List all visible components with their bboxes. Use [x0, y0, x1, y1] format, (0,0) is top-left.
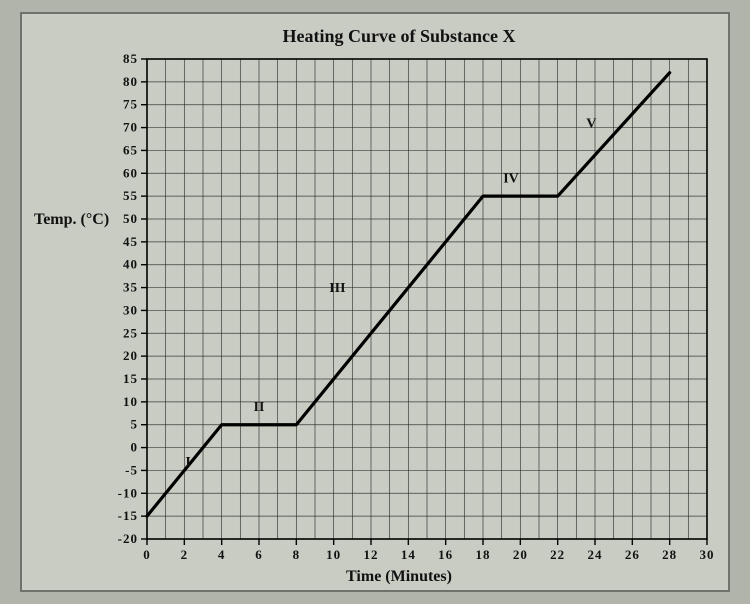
svg-text:20: 20 — [513, 547, 528, 562]
svg-text:30: 30 — [700, 547, 715, 562]
svg-text:III: III — [329, 281, 345, 296]
svg-text:0: 0 — [131, 440, 139, 455]
svg-text:70: 70 — [123, 120, 138, 135]
svg-text:10: 10 — [123, 394, 138, 409]
svg-text:30: 30 — [123, 302, 138, 317]
svg-text:5: 5 — [131, 417, 139, 432]
chart-paper: -20-15-10-505101520253035404550556065707… — [20, 12, 730, 592]
svg-text:Temp. (°C): Temp. (°C) — [34, 211, 109, 228]
svg-text:2: 2 — [181, 547, 189, 562]
svg-text:65: 65 — [123, 142, 138, 157]
svg-text:45: 45 — [123, 234, 138, 249]
svg-text:40: 40 — [123, 257, 138, 272]
svg-text:Time (Minutes): Time (Minutes) — [346, 568, 452, 585]
svg-text:-15: -15 — [118, 508, 138, 523]
svg-text:28: 28 — [662, 547, 677, 562]
svg-text:II: II — [254, 400, 265, 415]
heating-curve-chart: -20-15-10-505101520253035404550556065707… — [22, 14, 728, 590]
svg-text:0: 0 — [143, 547, 151, 562]
svg-text:V: V — [586, 117, 596, 132]
svg-text:24: 24 — [588, 547, 603, 562]
svg-text:-5: -5 — [125, 462, 138, 477]
svg-text:20: 20 — [123, 348, 138, 363]
svg-text:14: 14 — [401, 547, 416, 562]
svg-text:50: 50 — [123, 211, 138, 226]
svg-text:I: I — [185, 455, 190, 470]
svg-text:12: 12 — [364, 547, 379, 562]
svg-text:25: 25 — [123, 325, 138, 340]
svg-text:15: 15 — [123, 371, 138, 386]
image-frame: -20-15-10-505101520253035404550556065707… — [0, 0, 750, 604]
svg-text:85: 85 — [123, 51, 138, 66]
svg-text:35: 35 — [123, 280, 138, 295]
svg-text:IV: IV — [503, 171, 519, 186]
svg-text:10: 10 — [326, 547, 341, 562]
svg-text:80: 80 — [123, 74, 138, 89]
svg-text:8: 8 — [293, 547, 301, 562]
svg-text:55: 55 — [123, 188, 138, 203]
svg-text:75: 75 — [123, 97, 138, 112]
svg-text:18: 18 — [476, 547, 491, 562]
svg-text:26: 26 — [625, 547, 640, 562]
svg-text:-20: -20 — [118, 531, 138, 546]
svg-text:-10: -10 — [118, 485, 138, 500]
svg-text:60: 60 — [123, 165, 138, 180]
svg-text:16: 16 — [438, 547, 453, 562]
svg-text:4: 4 — [218, 547, 226, 562]
svg-text:22: 22 — [550, 547, 565, 562]
svg-text:6: 6 — [255, 547, 263, 562]
svg-text:Heating Curve of Substance X: Heating Curve of Substance X — [283, 26, 516, 46]
